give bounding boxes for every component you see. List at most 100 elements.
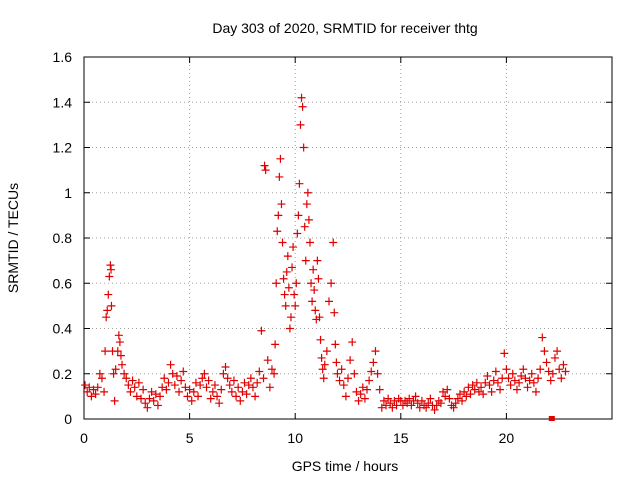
data-point (371, 347, 380, 356)
data-point (147, 387, 156, 396)
data-point (118, 360, 127, 369)
data-point (288, 263, 297, 272)
data-point (352, 387, 361, 396)
data-point (257, 326, 266, 335)
data-point (483, 372, 492, 381)
data-point (443, 385, 452, 394)
data-point (303, 188, 312, 197)
data-point (445, 394, 454, 403)
data-point (561, 367, 570, 376)
data-point (215, 399, 224, 408)
data-point (106, 261, 115, 270)
y-tick-label: 0 (64, 411, 72, 427)
data-point (164, 378, 173, 387)
data-point (341, 392, 350, 401)
data-point (458, 396, 467, 405)
data-point (331, 340, 340, 349)
data-point (289, 243, 298, 252)
data-point (324, 297, 333, 306)
data-point (398, 401, 407, 410)
y-tick-label: 0.8 (53, 230, 73, 246)
data-point (87, 392, 96, 401)
data-point (510, 376, 519, 385)
data-point (285, 324, 294, 333)
data-point (422, 403, 431, 412)
data-point (479, 390, 488, 399)
data-point (113, 347, 122, 356)
data-point (424, 399, 433, 408)
data-point (126, 387, 135, 396)
data-point (481, 378, 490, 387)
data-point (550, 353, 559, 362)
data-point (179, 367, 188, 376)
data-point (358, 383, 367, 392)
data-point (234, 383, 243, 392)
data-point (451, 399, 460, 408)
data-point (253, 378, 262, 387)
data-point (508, 369, 517, 378)
data-point (311, 306, 320, 315)
data-point (223, 374, 232, 383)
data-point (227, 387, 236, 396)
data-point (485, 381, 494, 390)
data-point (540, 347, 549, 356)
data-point (116, 351, 125, 360)
data-point (348, 338, 357, 347)
data-point (555, 365, 564, 374)
data-point (97, 374, 106, 383)
data-point (103, 306, 112, 315)
data-point (141, 399, 150, 408)
data-point (315, 313, 324, 322)
data-point (534, 374, 543, 383)
data-point (160, 374, 169, 383)
data-point (162, 385, 171, 394)
data-point (407, 401, 416, 410)
data-point (308, 297, 317, 306)
data-point (439, 387, 448, 396)
data-point (273, 227, 282, 236)
data-point (548, 369, 557, 378)
data-point (274, 211, 283, 220)
data-point (110, 396, 119, 405)
data-point (332, 358, 341, 367)
data-point (307, 279, 316, 288)
data-point (319, 374, 328, 383)
data-point (202, 383, 211, 392)
data-point (474, 387, 483, 396)
data-point (430, 405, 439, 414)
y-tick-label: 1 (64, 185, 72, 201)
data-point (279, 274, 288, 283)
data-point (270, 369, 279, 378)
x-tick-label: 10 (287, 430, 303, 446)
data-point (297, 93, 306, 102)
data-point (221, 362, 230, 371)
y-axis-label: SRMTID / TECUs (5, 183, 21, 293)
data-point (330, 308, 339, 317)
data-point (493, 378, 502, 387)
data-point (441, 392, 450, 401)
data-point (512, 385, 521, 394)
data-point (153, 401, 162, 410)
data-point (344, 374, 352, 383)
data-point (81, 381, 90, 390)
data-point (462, 392, 471, 401)
data-point (265, 383, 274, 392)
data-point (109, 369, 118, 378)
data-point (436, 399, 445, 408)
data-point (296, 120, 305, 129)
data-point (181, 383, 190, 392)
data-point (177, 376, 186, 385)
data-point (204, 376, 213, 385)
data-point (93, 383, 102, 392)
data-point (472, 378, 481, 387)
data-point (388, 403, 397, 412)
y-tick-label: 0.2 (53, 366, 73, 382)
data-point (134, 378, 143, 387)
data-point (114, 331, 123, 340)
data-point (217, 385, 226, 394)
data-point (210, 381, 219, 390)
data-point (242, 390, 251, 399)
data-point (107, 301, 116, 310)
data-point (158, 383, 167, 392)
data-point (466, 390, 475, 399)
